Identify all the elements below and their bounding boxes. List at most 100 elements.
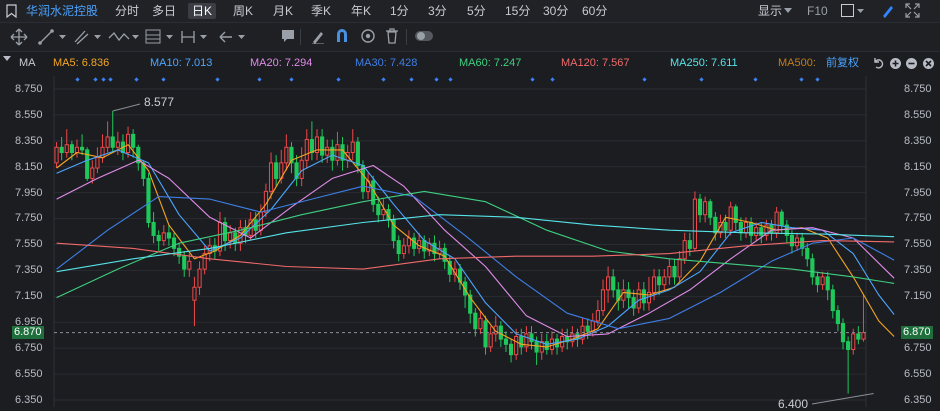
magnet-icon[interactable] (335, 28, 349, 44)
y-tick-label-right: 7.550 (904, 238, 932, 250)
close-icon[interactable] (922, 57, 935, 70)
event-marker (409, 77, 414, 82)
candle-body (754, 227, 759, 236)
current-price-label-right: 6.870 (901, 326, 933, 339)
indicator-bar (0, 52, 940, 74)
y-tick-label: 8.150 (15, 161, 43, 173)
y-tick-label: 6.350 (15, 394, 43, 406)
period-tab-intraday[interactable]: 分时 (115, 4, 140, 18)
expand-icon[interactable] (905, 3, 920, 18)
period-tab-yearly[interactable]: 年K (351, 4, 372, 18)
period-tab-daily[interactable]: 日K (188, 3, 217, 19)
candle-body (289, 146, 294, 164)
layout-box-icon[interactable] (841, 4, 865, 18)
trend-line-icon[interactable] (38, 28, 68, 46)
comment-icon[interactable] (281, 29, 295, 43)
toggle-icon[interactable] (414, 29, 434, 43)
event-marker (289, 77, 294, 82)
candle-body (274, 162, 279, 179)
period-tab-1min[interactable]: 1分 (390, 4, 409, 18)
candle-body (600, 289, 606, 312)
y-tick-label: 7.750 (15, 212, 43, 224)
candle-body (697, 198, 703, 216)
candle-body (508, 343, 514, 356)
f10-button[interactable]: F10 (807, 4, 828, 18)
candle-body (749, 221, 754, 236)
candle-body (570, 333, 575, 343)
candle-body (733, 206, 738, 223)
ma30-value: MA30: 7.428 (355, 57, 418, 69)
candle-body (59, 146, 64, 153)
candle-body (861, 332, 866, 340)
candle-body (228, 232, 233, 242)
period-tab-5min[interactable]: 5分 (467, 4, 486, 18)
fib-retracement-icon[interactable] (145, 28, 175, 46)
candle-body (764, 224, 769, 236)
period-tab-weekly[interactable]: 周K (233, 4, 254, 18)
event-marker (101, 77, 106, 82)
chevron-down-icon[interactable] (3, 56, 13, 64)
candle-body (381, 209, 386, 216)
y-tick-label: 8.350 (15, 135, 43, 147)
candle-body (820, 276, 825, 286)
period-tab-60min[interactable]: 60分 (582, 4, 608, 18)
y-tick-label-right: 6.350 (904, 394, 932, 406)
eraser-pen-icon[interactable] (311, 28, 325, 44)
event-marker (642, 77, 647, 82)
move-icon[interactable] (10, 28, 28, 46)
pen-icon[interactable] (880, 3, 894, 19)
stock-name[interactable]: 华润水泥控股 (26, 4, 99, 18)
candle-body (626, 289, 631, 299)
candle-body (621, 289, 626, 301)
chevron-down-icon[interactable] (784, 8, 792, 14)
remove-icon[interactable] (905, 57, 918, 70)
undo-icon[interactable] (872, 57, 885, 70)
candle-body (187, 260, 192, 270)
add-icon[interactable] (889, 57, 902, 70)
min-leader-line (811, 393, 874, 405)
candle-body (304, 139, 309, 161)
candle-body (682, 240, 687, 260)
period-tab-15min[interactable]: 15分 (505, 4, 531, 18)
wave-pattern-icon[interactable] (108, 28, 140, 46)
candle-body (151, 221, 156, 236)
event-marker (448, 77, 453, 82)
indicator-name[interactable]: MA (19, 57, 36, 69)
candle-body (651, 276, 657, 293)
candle-body (789, 234, 795, 247)
period-tab-3min[interactable]: 3分 (428, 4, 447, 18)
candle-body (396, 240, 401, 255)
trash-icon[interactable] (385, 28, 399, 44)
period-tab-multiday[interactable]: 多日 (152, 4, 177, 18)
period-tab-30min[interactable]: 30分 (543, 4, 569, 18)
candle-body (284, 146, 289, 164)
candle-body (299, 159, 304, 179)
candle-body (483, 320, 488, 348)
y-tick-label-right: 6.550 (904, 368, 932, 380)
arrow-left-icon[interactable] (218, 28, 248, 46)
period-tab-quarterly[interactable]: 季K (311, 4, 332, 18)
y-tick-label: 6.950 (15, 316, 43, 328)
display-menu[interactable]: 显示 (758, 4, 783, 18)
candle-body (835, 310, 840, 325)
candle-body (549, 338, 555, 350)
candle-body (100, 146, 105, 159)
channel-icon[interactable] (73, 28, 103, 46)
candle-body (759, 227, 764, 236)
candle-body (738, 221, 743, 234)
candle-body (585, 325, 590, 332)
event-marker (434, 77, 439, 82)
candle-body (258, 211, 263, 231)
bookmark-icon[interactable] (6, 4, 17, 18)
period-tab-monthly[interactable]: 月K (273, 4, 294, 18)
y-tick-label: 6.750 (15, 342, 43, 354)
adjust-mode[interactable]: 前复权 (826, 57, 859, 69)
candle-body (131, 133, 136, 148)
measure-icon[interactable] (180, 28, 210, 46)
eye-icon[interactable] (360, 28, 376, 44)
candle-body (519, 336, 524, 348)
y-tick-label-right: 7.750 (904, 212, 932, 224)
max-price-annotation: 8.577 (144, 95, 175, 109)
event-marker (75, 77, 80, 82)
